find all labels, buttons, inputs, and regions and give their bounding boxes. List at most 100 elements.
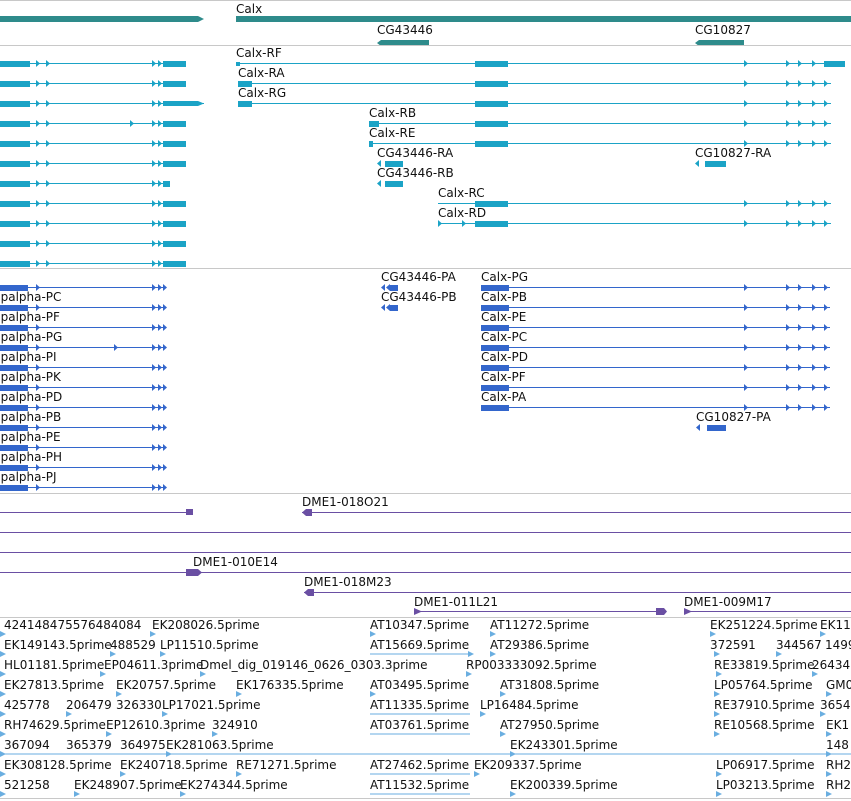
protein-row-cpalpha-pd[interactable] bbox=[0, 404, 167, 411]
protein-label[interactable]: cpalpha-PK bbox=[0, 370, 61, 384]
transcript-calx-rg[interactable] bbox=[238, 100, 831, 107]
transcript-cg43446-ra[interactable] bbox=[377, 160, 403, 167]
protein-label[interactable]: cpalpha-PD bbox=[0, 390, 63, 404]
est-label[interactable]: EK176335.5prime bbox=[236, 678, 344, 692]
est-label[interactable]: EK243301.5prime bbox=[510, 738, 618, 752]
protein-row[interactable] bbox=[0, 324, 167, 331]
transcript-label[interactable]: CG10827-RA bbox=[695, 146, 772, 160]
clone-label[interactable]: DME1-010E14 bbox=[193, 555, 278, 569]
protein-label[interactable]: cpalpha-PE bbox=[0, 430, 61, 444]
est-label[interactable]: GM09 bbox=[826, 678, 851, 692]
est-marks-row-9[interactable] bbox=[0, 791, 832, 797]
gene-bar-cg10827[interactable] bbox=[695, 40, 744, 46]
est-label[interactable]: EK149143.5prime bbox=[4, 638, 112, 652]
est-label[interactable]: AT15669.5prime bbox=[370, 638, 470, 652]
est-marks-row-2[interactable] bbox=[0, 651, 782, 657]
transcript-label[interactable]: Calx-RF bbox=[236, 46, 282, 60]
protein-label[interactable]: Calx-PC bbox=[481, 330, 528, 344]
clone-dme1-018m23[interactable] bbox=[304, 589, 851, 596]
est-label[interactable]: 425778 bbox=[4, 698, 50, 712]
protein-label[interactable]: Calx-PB bbox=[481, 290, 527, 304]
est-marks-row-7[interactable] bbox=[0, 751, 851, 757]
est-label[interactable]: 26434 bbox=[812, 658, 851, 672]
protein-calx-pc[interactable] bbox=[481, 344, 830, 351]
protein-cg10827-pa[interactable] bbox=[696, 424, 726, 431]
gene-bar-calx[interactable] bbox=[236, 16, 851, 22]
protein-row-cpalpha-pe[interactable] bbox=[0, 444, 167, 451]
est-label[interactable]: RP003333092.5prime bbox=[466, 658, 597, 672]
est-label[interactable]: EK11 bbox=[820, 618, 851, 632]
protein-row-cpalpha-pf[interactable] bbox=[0, 304, 167, 311]
est-label[interactable]: EK20757.5prime bbox=[116, 678, 217, 692]
gene-label[interactable]: CG43446 bbox=[377, 23, 433, 37]
est-label[interactable]: AT27462.5prime bbox=[370, 758, 470, 772]
est-label[interactable]: RE33819.5prime bbox=[714, 658, 815, 672]
protein-label[interactable]: CG43446-PA bbox=[381, 270, 456, 284]
est-label[interactable]: EK1 bbox=[826, 718, 850, 732]
transcript-row[interactable] bbox=[0, 140, 186, 147]
clone-dme1-010e14[interactable] bbox=[0, 569, 851, 576]
est-label[interactable]: AT31808.5prime bbox=[500, 678, 600, 692]
est-label[interactable]: AT11532.5prime bbox=[370, 778, 470, 792]
clone-dme1-009m17[interactable] bbox=[684, 608, 851, 615]
transcript-row[interactable] bbox=[0, 180, 170, 187]
est-label[interactable]: EK208026.5prime bbox=[152, 618, 260, 632]
protein-row-cpalpha-pk[interactable] bbox=[0, 384, 167, 391]
transcript-row[interactable] bbox=[0, 240, 186, 247]
est-label[interactable]: 344567 bbox=[776, 638, 822, 652]
est-label[interactable]: 364975 bbox=[120, 738, 166, 752]
est-marks-row-1[interactable] bbox=[0, 631, 826, 637]
est-label[interactable]: 488529 bbox=[110, 638, 156, 652]
est-label[interactable]: 148 bbox=[826, 738, 849, 752]
clone-label[interactable]: DME1-018M23 bbox=[304, 575, 392, 589]
protein-cg43446-pa[interactable] bbox=[381, 284, 398, 291]
transcript-calx-ra[interactable] bbox=[238, 80, 831, 87]
transcript-calx-rf[interactable] bbox=[236, 60, 845, 67]
transcript-label[interactable]: Calx-RC bbox=[438, 186, 485, 200]
est-label[interactable]: RE71271.5prime bbox=[236, 758, 337, 772]
protein-label[interactable]: Calx-PF bbox=[481, 370, 526, 384]
est-label[interactable]: EK209337.5prime bbox=[474, 758, 582, 772]
est-label[interactable]: AT10347.5prime bbox=[370, 618, 470, 632]
protein-calx-pb[interactable] bbox=[481, 304, 830, 311]
transcript-row[interactable] bbox=[0, 120, 186, 127]
protein-label[interactable]: cpalpha-PC bbox=[0, 290, 62, 304]
est-label[interactable]: 367094 bbox=[4, 738, 50, 752]
transcript-row[interactable] bbox=[0, 160, 186, 167]
est-label[interactable]: AT11272.5prime bbox=[490, 618, 590, 632]
transcript-row[interactable] bbox=[0, 220, 186, 227]
est-label[interactable]: LP17021.5prime bbox=[162, 698, 261, 712]
est-label[interactable]: RH74629.5prime bbox=[4, 718, 106, 732]
clone-dme1-018o21[interactable] bbox=[302, 509, 851, 516]
gene-bar[interactable] bbox=[0, 16, 204, 22]
transcript-label[interactable]: CG43446-RA bbox=[377, 146, 454, 160]
protein-row-cpalpha-pg[interactable] bbox=[0, 344, 167, 351]
est-label[interactable]: LP03213.5prime bbox=[716, 778, 815, 792]
est-marks-row-4[interactable] bbox=[0, 691, 832, 697]
protein-calx-pd[interactable] bbox=[481, 364, 830, 371]
clone-label[interactable]: DME1-018O21 bbox=[302, 495, 389, 509]
protein-label[interactable]: Calx-PE bbox=[481, 310, 527, 324]
transcript-label[interactable]: Calx-RB bbox=[369, 106, 417, 120]
est-label[interactable]: 324910 bbox=[212, 718, 258, 732]
protein-label[interactable]: cpalpha-PF bbox=[0, 310, 60, 324]
est-marks-row-6[interactable] bbox=[0, 731, 832, 737]
est-label[interactable]: RH2 bbox=[826, 778, 851, 792]
protein-row-cpalpha-pj[interactable] bbox=[0, 484, 167, 491]
est-label[interactable]: AT03495.5prime bbox=[370, 678, 470, 692]
est-label[interactable]: 326330 bbox=[116, 698, 162, 712]
est-label[interactable]: EK200339.5prime bbox=[510, 778, 618, 792]
gene-bar-cg43446[interactable] bbox=[377, 40, 429, 46]
est-label[interactable]: LP05764.5prime bbox=[714, 678, 813, 692]
transcript-cg43446-rb[interactable] bbox=[377, 180, 403, 187]
transcript-calx-rb[interactable] bbox=[369, 120, 831, 127]
transcript-cg10827-ra[interactable] bbox=[695, 160, 726, 167]
est-marks-row-8[interactable] bbox=[0, 771, 832, 777]
protein-calx-pa[interactable] bbox=[481, 404, 830, 411]
transcript-row[interactable] bbox=[0, 200, 186, 207]
est-label[interactable]: Dmel_dig_019146_0626_0303.3prime bbox=[200, 658, 428, 672]
protein-label[interactable]: CG10827-PA bbox=[696, 410, 771, 424]
est-label[interactable]: EK308128.5prime bbox=[4, 758, 112, 772]
protein-row-cpalpha-pb[interactable] bbox=[0, 424, 167, 431]
protein-label[interactable]: CG43446-PB bbox=[381, 290, 457, 304]
